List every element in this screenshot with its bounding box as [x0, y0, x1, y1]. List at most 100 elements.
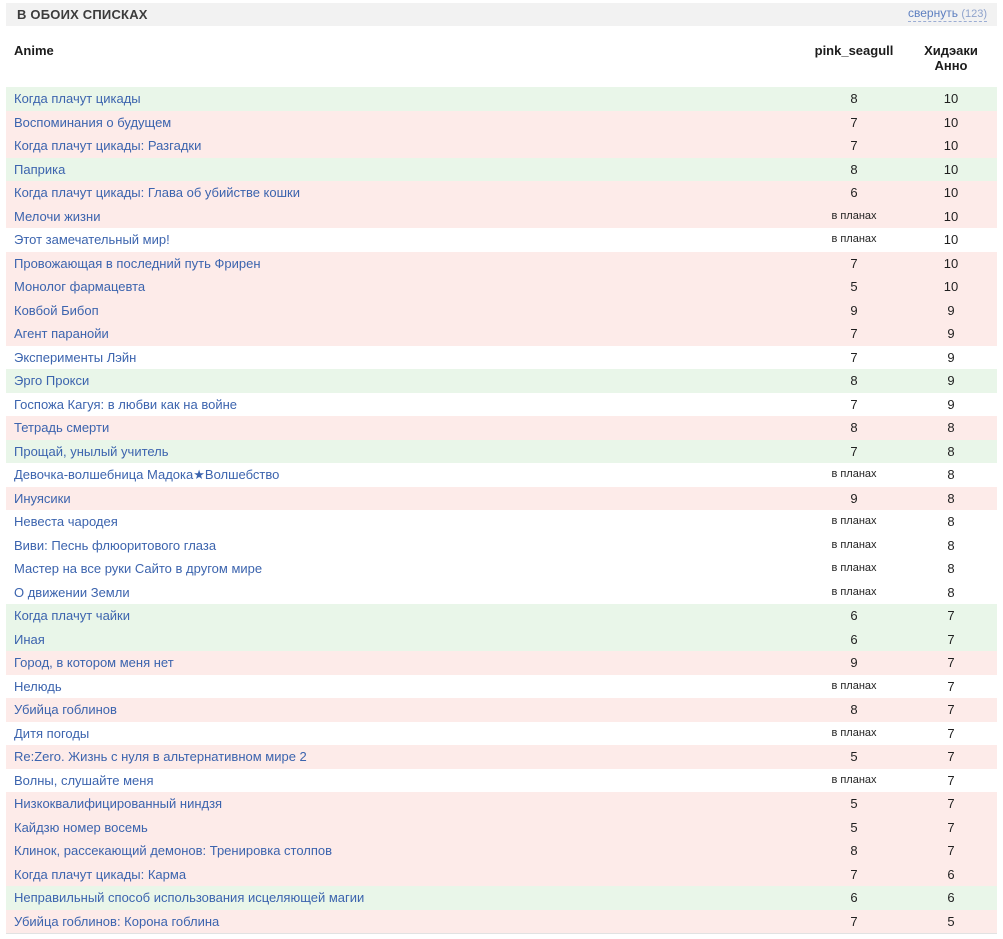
section-header-bar: В ОБОИХ СПИСКАХ свернуть (123) [6, 3, 997, 26]
user2-score: 8 [947, 490, 955, 506]
table-row: Паприка 8 10 [6, 157, 997, 181]
anime-title-link[interactable]: Когда плачут цикады: Глава об убийстве к… [14, 185, 300, 200]
anime-title-link[interactable]: Иная [14, 631, 45, 647]
anime-title-link[interactable]: Эксперименты Лэйн [14, 349, 137, 365]
user1-score: 7 [850, 443, 858, 459]
anime-title-link[interactable]: Волны, слушайте меня [14, 772, 154, 788]
anime-title-cell: Дитя погоды [6, 722, 803, 746]
user1-score: в планах [831, 585, 877, 598]
anime-title-cell: Госпожа Кагуя: в любви как на войне [6, 393, 803, 417]
anime-title-link[interactable]: Когда плачут цикады: Разгадки [14, 138, 202, 153]
comparison-table: Anime pink_seagull Хидэаки Анно Когда пл… [6, 26, 997, 934]
anime-title-cell: Воспоминания о будущем [6, 111, 803, 135]
anime-title-link[interactable]: Эрго Прокси [14, 373, 90, 388]
anime-title-link[interactable]: Агент паранойи [14, 326, 109, 341]
anime-title-link[interactable]: Инуясики [14, 490, 71, 506]
table-row: Убийца гоблинов 8 7 [6, 698, 997, 722]
table-row: Невеста чародея в планах 8 [6, 510, 997, 534]
anime-title-link[interactable]: Клинок, рассекающий демонов: Тренировка … [14, 843, 333, 858]
anime-title-link[interactable]: Re:Zero. Жизнь с нуля в альтернативном м… [14, 749, 307, 764]
user2-score: 10 [943, 138, 959, 153]
user2-score: 10 [943, 114, 959, 130]
user1-score: в планах [831, 679, 877, 692]
anime-title-cell: Клинок, рассекающий демонов: Тренировка … [6, 839, 803, 863]
anime-title-link[interactable]: Невеста чародея [14, 514, 118, 529]
anime-title-link[interactable]: Ковбой Бибоп [14, 302, 99, 318]
user1-score: в планах [831, 538, 877, 551]
anime-title-link[interactable]: Виви: Песнь флюоритового глаза [14, 537, 217, 553]
anime-title-cell: Неправильный способ использования исцеля… [6, 886, 803, 910]
user1-score: в планах [831, 209, 877, 222]
comparison-section: В ОБОИХ СПИСКАХ свернуть (123) Anime pin… [6, 3, 997, 934]
anime-title-link[interactable]: Город, в котором меня нет [14, 655, 174, 670]
user2-score: 9 [947, 349, 955, 365]
anime-title-cell: Город, в котором меня нет [6, 651, 803, 675]
user1-score: 9 [850, 490, 858, 506]
table-row: Нелюдь в планах 7 [6, 674, 997, 698]
user2-score: 8 [947, 420, 955, 435]
anime-title-link[interactable]: Низкоквалифицированный ниндзя [14, 796, 223, 811]
anime-title-link[interactable]: Убийца гоблинов [14, 702, 117, 717]
anime-title-cell: Убийца гоблинов: Корона гоблина [6, 910, 803, 934]
anime-title-link[interactable]: Нелюдь [14, 678, 62, 694]
anime-title-link[interactable]: Тетрадь смерти [14, 420, 110, 435]
user2-score: 7 [947, 819, 955, 835]
user2-score: 7 [947, 655, 955, 670]
anime-title-link[interactable]: Когда плачут чайки [14, 608, 131, 623]
anime-title-link[interactable]: Убийца гоблинов: Корона гоблина [14, 913, 220, 929]
anime-title-link[interactable]: Провожающая в последний путь Фрирен [14, 255, 261, 271]
anime-title-link[interactable]: Госпожа Кагуя: в любви как на войне [14, 396, 237, 412]
table-body: Когда плачут цикады 8 10 Воспоминания о … [6, 87, 997, 934]
user1-score: 7 [850, 866, 858, 882]
user2-score: 9 [947, 326, 955, 341]
anime-title-link[interactable]: Прощай, унылый учитель [14, 443, 169, 459]
column-header-user1: pink_seagull [814, 43, 894, 58]
table-row: Дитя погоды в планах 7 [6, 721, 997, 746]
user1-score: 7 [850, 114, 858, 130]
anime-title-cell: Провожающая в последний путь Фрирен [6, 252, 803, 276]
user2-score: 8 [947, 514, 955, 529]
table-row: Неправильный способ использования исцеля… [6, 886, 997, 910]
section-title: В ОБОИХ СПИСКАХ [17, 7, 148, 22]
anime-title-link[interactable]: Дитя погоды [14, 725, 90, 741]
table-row: О движении Земли в планах 8 [6, 580, 997, 604]
table-row: Когда плачут цикады: Карма 7 6 [6, 862, 997, 886]
anime-title-link[interactable]: Паприка [14, 161, 66, 177]
user2-score: 7 [947, 796, 955, 811]
user1-score: 6 [850, 631, 858, 647]
anime-title-link[interactable]: О движении Земли [14, 584, 130, 600]
anime-title-cell: Агент паранойи [6, 322, 803, 346]
anime-title-link[interactable]: Монолог фармацевта [14, 279, 146, 294]
anime-title-link[interactable]: Мастер на все руки Сайто в другом мире [14, 561, 263, 576]
user2-score: 8 [947, 467, 955, 482]
user2-score: 8 [947, 584, 955, 600]
user1-score: 8 [850, 91, 858, 106]
user1-score: в планах [831, 773, 877, 786]
anime-title-link[interactable]: Этот замечательный мир! [14, 232, 170, 247]
anime-title-link[interactable]: Девочка-волшебница Мадока★Волшебство [14, 467, 280, 482]
user2-score: 10 [943, 279, 959, 294]
anime-title-cell: Мастер на все руки Сайто в другом мире [6, 557, 803, 581]
anime-title-cell: Эксперименты Лэйн [6, 346, 803, 370]
anime-title-link[interactable]: Неправильный способ использования исцеля… [14, 890, 365, 905]
anime-title-link[interactable]: Кайдзю номер восемь [14, 819, 148, 835]
table-row: Провожающая в последний путь Фрирен 7 10 [6, 251, 997, 276]
anime-title-link[interactable]: Мелочи жизни [14, 208, 101, 224]
table-row: Re:Zero. Жизнь с нуля в альтернативном м… [6, 745, 997, 769]
user2-score: 5 [947, 913, 955, 929]
anime-title-cell: Девочка-волшебница Мадока★Волшебство [6, 463, 803, 487]
user1-score: 8 [850, 161, 858, 177]
user1-score: в планах [831, 726, 877, 739]
anime-title-cell: Прощай, унылый учитель [6, 440, 803, 464]
user1-score: 8 [850, 843, 858, 858]
collapse-link[interactable]: свернуть (123) [908, 7, 987, 22]
user2-score: 7 [947, 702, 955, 717]
anime-title-cell: Когда плачут чайки [6, 604, 803, 628]
user2-score: 6 [947, 890, 955, 905]
anime-title-link[interactable]: Когда плачут цикады [14, 91, 141, 106]
table-row: Агент паранойи 7 9 [6, 322, 997, 346]
anime-title-cell: Когда плачут цикады: Разгадки [6, 134, 803, 158]
anime-title-link[interactable]: Воспоминания о будущем [14, 114, 172, 130]
table-row: Низкоквалифицированный ниндзя 5 7 [6, 792, 997, 816]
anime-title-link[interactable]: Когда плачут цикады: Карма [14, 866, 187, 882]
